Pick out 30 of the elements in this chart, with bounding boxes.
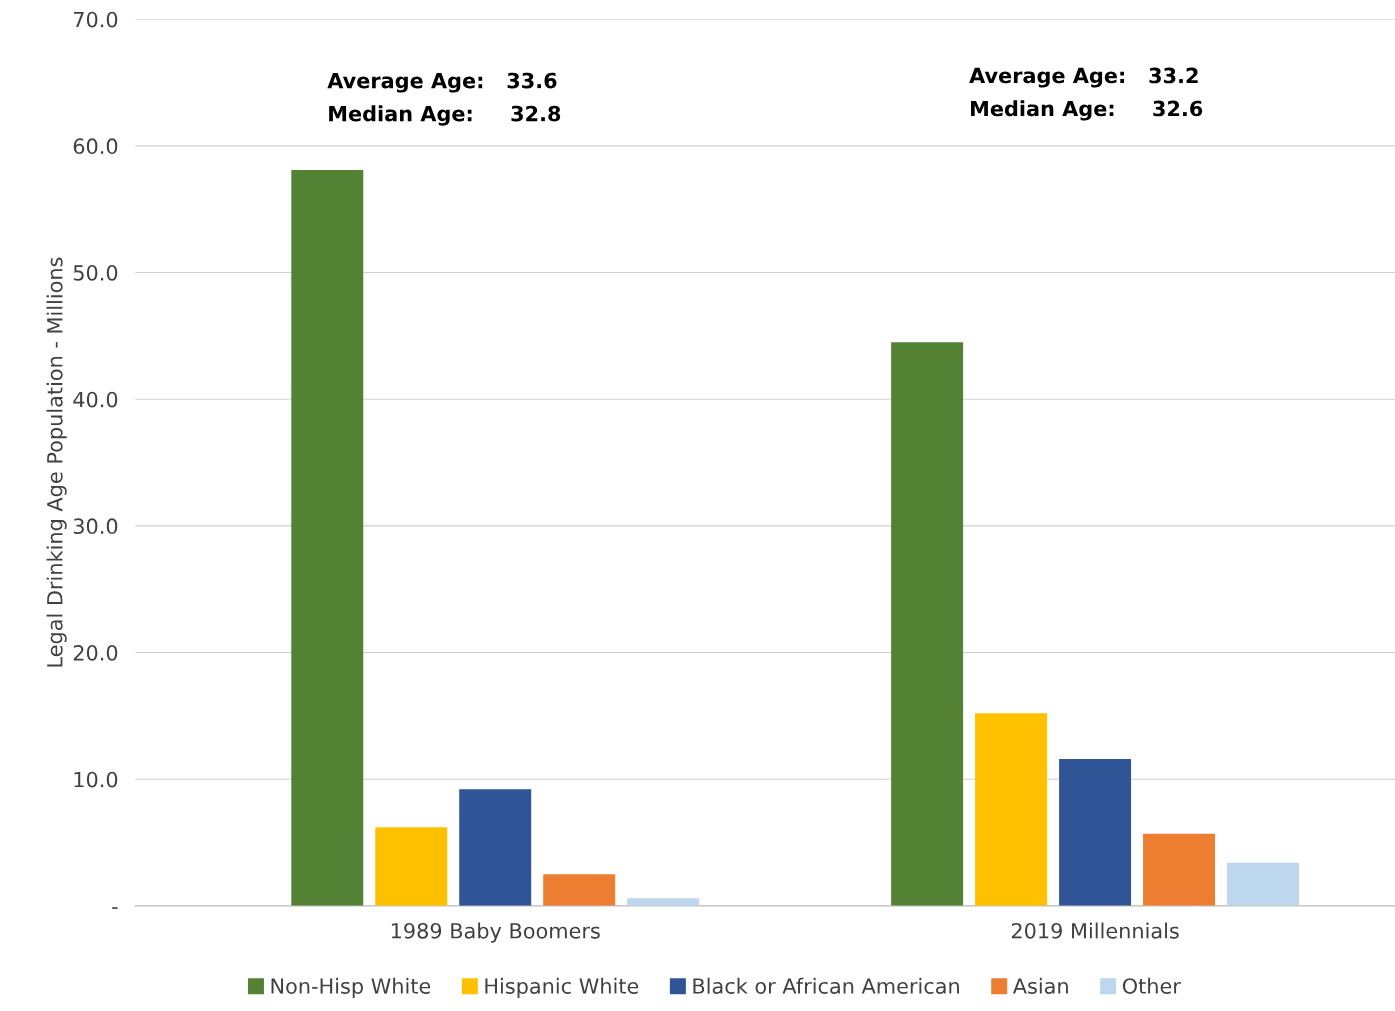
bar xyxy=(891,342,964,906)
legend-label: Non-Hisp White xyxy=(271,977,431,998)
y-tick-label: 40.0 xyxy=(73,391,118,408)
legend-label: Hispanic White xyxy=(485,977,639,998)
y-tick-label: 60.0 xyxy=(73,138,118,155)
y-tick-label: 10.0 xyxy=(74,771,118,788)
bar xyxy=(375,827,448,906)
bar xyxy=(543,874,616,906)
y-tick-label: 20.0 xyxy=(73,644,118,661)
y-tick-label: - xyxy=(112,907,118,909)
legend-label: Other xyxy=(1122,977,1181,994)
annotation: Average Age: 33.6 xyxy=(327,72,557,93)
x-tick-label: 1989 Baby Boomers xyxy=(391,922,600,943)
x-tick-label: 2019 Millennials xyxy=(1011,922,1179,939)
annotation: Median Age: 32.6 xyxy=(971,100,1203,121)
y-tick-label: 30.0 xyxy=(73,518,118,535)
bar xyxy=(1227,862,1300,906)
bar xyxy=(1059,758,1132,906)
legend-label: Black or African American xyxy=(693,977,959,994)
bar xyxy=(459,789,532,906)
y-axis-title: Legal Drinking Age Population - Millions xyxy=(46,257,67,667)
legend-label: Asian xyxy=(1012,977,1068,994)
annotation: Median Age: 32.8 xyxy=(329,105,561,126)
annotation: Average Age: 33.2 xyxy=(969,67,1198,88)
bar xyxy=(1143,833,1216,906)
bar xyxy=(291,169,364,906)
y-tick-label: 70.0 xyxy=(73,11,118,28)
bar xyxy=(975,713,1048,906)
y-tick-label: 50.0 xyxy=(73,264,118,281)
bar xyxy=(627,898,700,906)
